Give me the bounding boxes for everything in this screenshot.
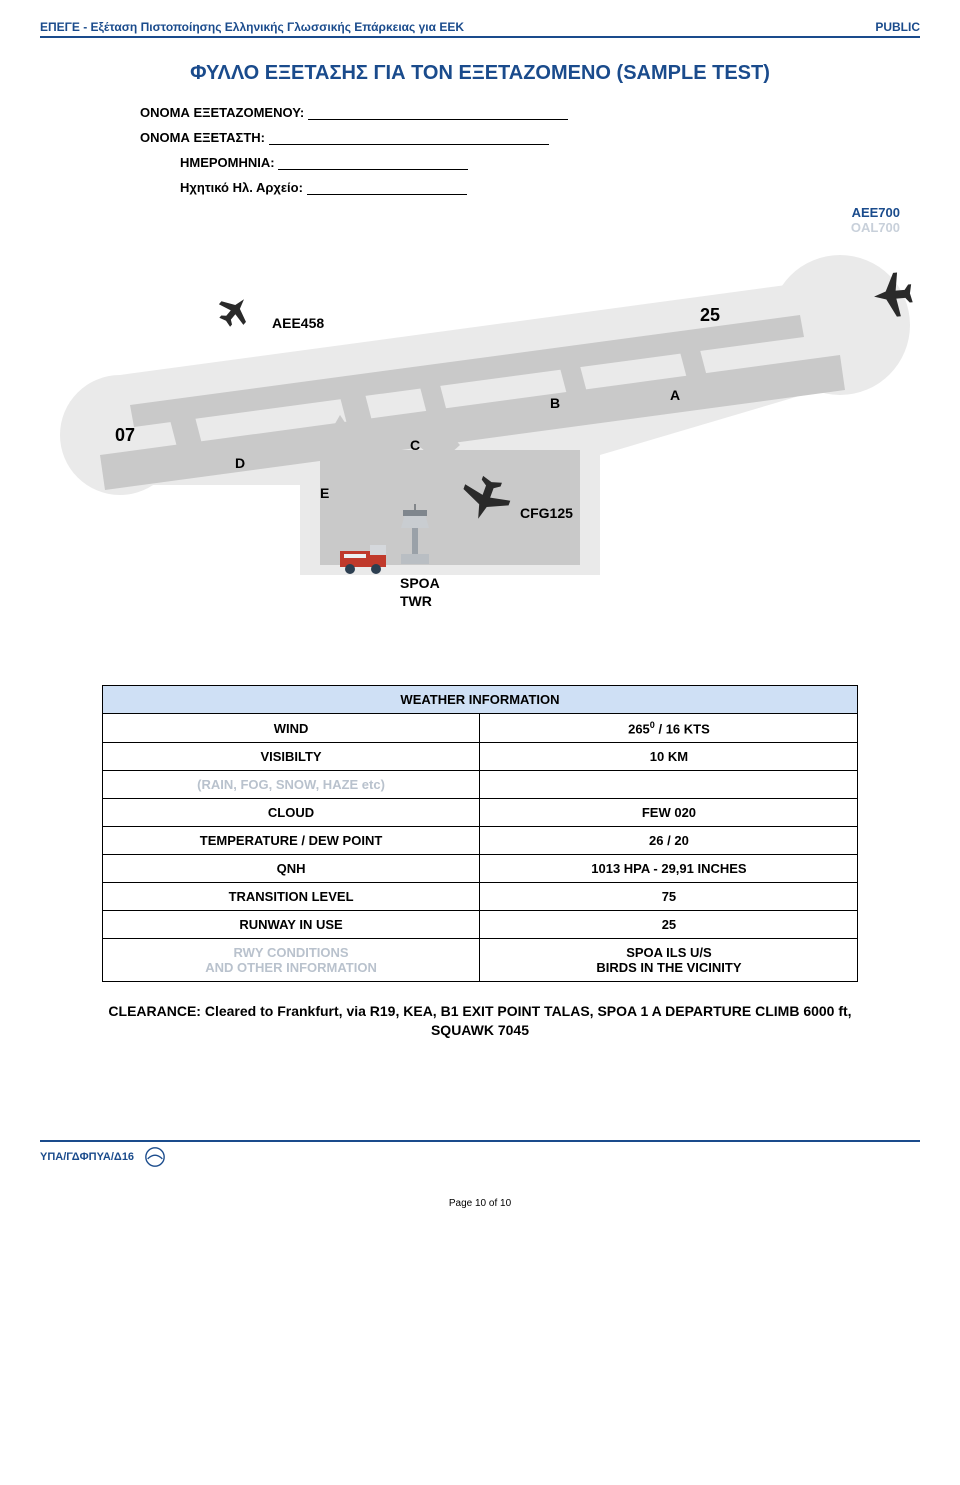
code-top: AEE700 bbox=[40, 205, 900, 220]
label-C: C bbox=[410, 437, 420, 453]
date-label: ΗΜΕΡΟΜΗΝΙΑ: bbox=[180, 155, 275, 170]
candidate-blank[interactable] bbox=[308, 108, 568, 120]
label-aee458: AEE458 bbox=[272, 315, 324, 331]
label-07: 07 bbox=[115, 425, 135, 446]
examiner-row: ΟΝΟΜΑ ΕΞΕΤΑΣΤΗ: bbox=[140, 130, 920, 145]
page-title: ΦΥΛΛΟ ΕΞΕΤΑΣΗΣ ΓΙΑ ΤΟΝ ΕΞΕΤΑΖΟΜΕΝΟ (SAMP… bbox=[40, 62, 920, 85]
page-footer: ΥΠΑ/ΓΔΦΠΥΑ/Δ16 bbox=[40, 1140, 920, 1168]
precip-label: (RAIN, FOG, SNOW, HAZE etc) bbox=[102, 771, 480, 799]
label-D: D bbox=[235, 455, 245, 471]
cloud-value: FEW 020 bbox=[480, 799, 858, 827]
header-left: ΕΠΕΓΕ - Εξέταση Πιστοποίησης Ελληνικής Γ… bbox=[40, 20, 464, 34]
label-spoa: SPOA bbox=[400, 575, 440, 591]
table-row: CLOUD FEW 020 bbox=[102, 799, 858, 827]
table-row: QNH 1013 HPA - 29,91 INCHES bbox=[102, 855, 858, 883]
label-E: Ε bbox=[320, 485, 329, 501]
wind-label: WIND bbox=[102, 714, 480, 743]
cond-value: SPOA ILS U/S BIRDS IN THE VICINITY bbox=[480, 939, 858, 982]
audio-row: Ηχητικό Ηλ. Αρχείο: bbox=[140, 180, 920, 195]
label-cfg125: CFG125 bbox=[520, 505, 573, 521]
examiner-blank[interactable] bbox=[269, 133, 549, 145]
qnh-value: 1013 HPA - 29,91 INCHES bbox=[480, 855, 858, 883]
tl-value: 75 bbox=[480, 883, 858, 911]
temp-value: 26 / 20 bbox=[480, 827, 858, 855]
table-row: RWY CONDITIONS AND OTHER INFORMATION SPO… bbox=[102, 939, 858, 982]
temp-label: TEMPERATURE / DEW POINT bbox=[102, 827, 480, 855]
table-row: RUNWAY IN USE 25 bbox=[102, 911, 858, 939]
audio-blank[interactable] bbox=[307, 183, 467, 195]
label-25: 25 bbox=[700, 305, 720, 326]
form-fields: ΟΝΟΜΑ ΕΞΕΤΑΖΟΜΕΝΟΥ: ΟΝΟΜΑ ΕΞΕΤΑΣΤΗ: ΗΜΕΡ… bbox=[40, 105, 920, 195]
table-row: VISIBILTY 10 KM bbox=[102, 743, 858, 771]
examiner-label: ΟΝΟΜΑ ΕΞΕΤΑΣΤΗ: bbox=[140, 130, 265, 145]
label-B: Β bbox=[550, 395, 560, 411]
audio-label: Ηχητικό Ηλ. Αρχείο: bbox=[180, 180, 303, 195]
clearance-label: CLEARANCE: bbox=[108, 1003, 204, 1019]
label-twr: TWR bbox=[400, 593, 432, 609]
tl-label: TRANSITION LEVEL bbox=[102, 883, 480, 911]
rwy-value: 25 bbox=[480, 911, 858, 939]
clearance-body: Cleared to Frankfurt, via R19, KEA, B1 E… bbox=[205, 1003, 852, 1038]
footer-code: ΥΠΑ/ΓΔΦΠΥΑ/Δ16 bbox=[40, 1151, 134, 1163]
flight-code: AEE700 OAL700 bbox=[40, 205, 920, 235]
date-blank[interactable] bbox=[278, 158, 468, 170]
cloud-label: CLOUD bbox=[102, 799, 480, 827]
logo-icon bbox=[144, 1146, 166, 1168]
label-A: Α bbox=[670, 387, 680, 403]
date-row: ΗΜΕΡΟΜΗΝΙΑ: bbox=[140, 155, 920, 170]
airport-diagram: AEE458 25 07 Α Β C D Ε CFG125 SPOA TWR bbox=[40, 245, 920, 665]
code-ghost: OAL700 bbox=[40, 220, 900, 235]
wind-value: 2650 / 16 KTS bbox=[480, 714, 858, 743]
table-row: (RAIN, FOG, SNOW, HAZE etc) bbox=[102, 771, 858, 799]
cond-label: RWY CONDITIONS AND OTHER INFORMATION bbox=[102, 939, 480, 982]
table-row: WIND 2650 / 16 KTS bbox=[102, 714, 858, 743]
page-header: ΕΠΕΓΕ - Εξέταση Πιστοποίησης Ελληνικής Γ… bbox=[40, 20, 920, 38]
rwy-label: RUNWAY IN USE bbox=[102, 911, 480, 939]
candidate-row: ΟΝΟΜΑ ΕΞΕΤΑΖΟΜΕΝΟΥ: bbox=[140, 105, 920, 120]
visibility-label: VISIBILTY bbox=[102, 743, 480, 771]
weather-table: WEATHER INFORMATION WIND 2650 / 16 KTS V… bbox=[102, 685, 859, 982]
table-row: TRANSITION LEVEL 75 bbox=[102, 883, 858, 911]
table-row: TEMPERATURE / DEW POINT 26 / 20 bbox=[102, 827, 858, 855]
page-number: Page 10 of 10 bbox=[40, 1198, 920, 1209]
precip-value bbox=[480, 771, 858, 799]
visibility-value: 10 KM bbox=[480, 743, 858, 771]
airport-svg bbox=[40, 245, 920, 665]
header-right: PUBLIC bbox=[875, 20, 920, 34]
clearance-text: CLEARANCE: Cleared to Frankfurt, via R19… bbox=[102, 1002, 859, 1040]
weather-header: WEATHER INFORMATION bbox=[102, 686, 858, 714]
qnh-label: QNH bbox=[102, 855, 480, 883]
candidate-label: ΟΝΟΜΑ ΕΞΕΤΑΖΟΜΕΝΟΥ: bbox=[140, 105, 304, 120]
